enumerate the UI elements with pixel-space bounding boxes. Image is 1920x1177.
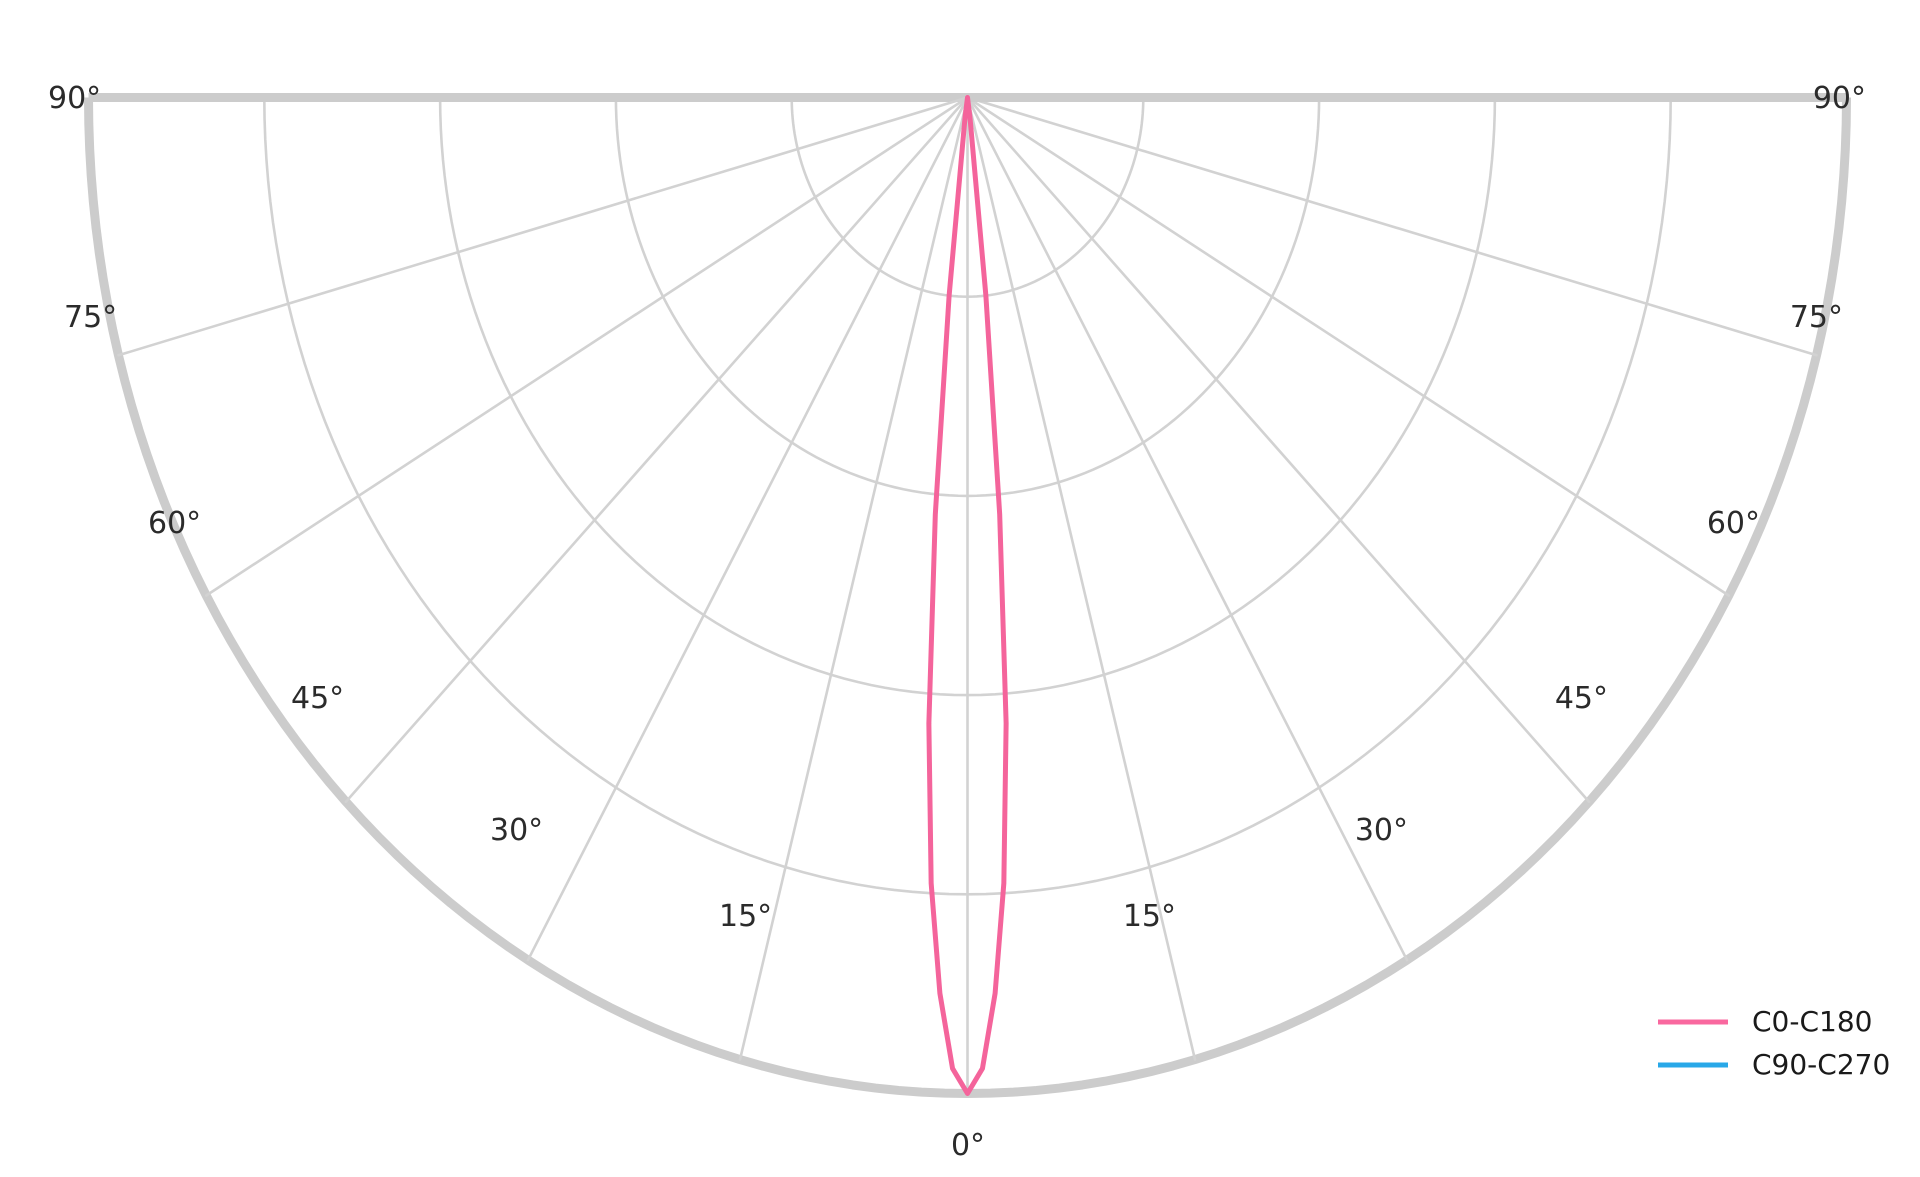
angle-label-right-1: 75° [1790,300,1843,335]
legend-label-0[interactable]: C0-C180 [1752,1005,1872,1038]
angular-spoke-15 [966,96,1197,1061]
angular-spoke-45 [966,96,1591,804]
angle-label-left-3: 45° [291,681,344,716]
series-curves [926,95,1009,1096]
angular-spoke-75 [966,96,1818,357]
angle-label-right-3: 45° [1555,681,1608,716]
angle-label-left-2: 60° [148,506,201,541]
angle-label-right-0: 90° [1813,81,1866,116]
angle-label-left-4: 30° [490,813,543,848]
angle-label-left-1: 75° [64,300,117,335]
series-curve-c0-c180 [926,95,1009,1096]
angular-spoke--15 [738,96,969,1061]
angle-label-right-4: 30° [1355,813,1408,848]
angle-label-center-0: 0° [951,1128,985,1163]
angular-spoke--75 [117,96,969,357]
angular-spoke-30 [966,96,1409,962]
angular-spoke-60 [966,96,1731,597]
angle-label-left-5: 15° [719,899,772,934]
chart-legend: C0-C180 C90-C270 [1658,1005,1890,1081]
angular-grid-spokes [88,93,1847,1095]
angular-spoke--60 [204,96,969,597]
angle-tick-labels: 90° 75° 60° 45° 30° 15° 90° 75° 60° 45° 30° 15° 0° [48,81,1866,1163]
angular-spoke--45 [344,96,969,804]
legend-label-1[interactable]: C90-C270 [1752,1048,1890,1081]
angle-label-right-2: 60° [1707,506,1760,541]
angular-spoke--30 [526,96,969,962]
angle-label-left-0: 90° [48,81,101,116]
angle-label-right-5: 15° [1123,899,1176,934]
